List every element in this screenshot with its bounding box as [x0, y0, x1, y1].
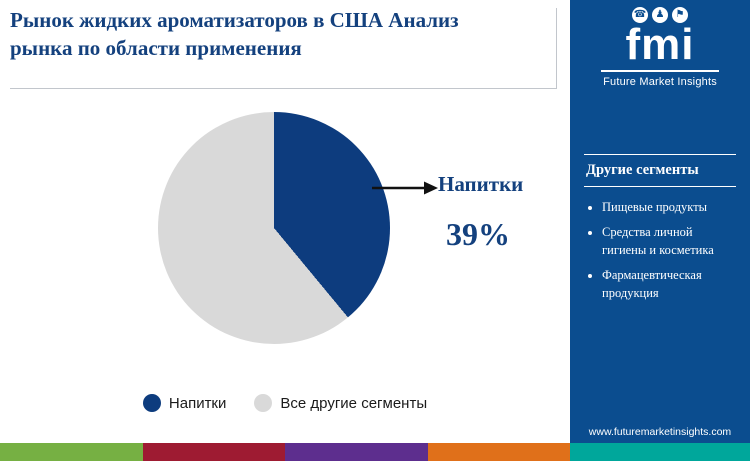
sidebar: ☎ ♟ ⚑ fmi Future Market Insights Другие … [570, 0, 750, 443]
logo-person-icon: ♟ [652, 7, 668, 23]
legend-label: Напитки [168, 394, 227, 412]
logo-phone-icon: ☎ [632, 7, 648, 23]
footer-accent-segment [0, 443, 143, 461]
page-title: Рынок жидких ароматизаторов в США Анализ… [10, 8, 459, 61]
legend-label: Все другие сегменты [280, 394, 428, 412]
other-segments-list: Пищевые продукты Средства личной гигиены… [584, 199, 736, 303]
list-item: Пищевые продукты [602, 199, 736, 217]
title-side-divider [556, 8, 557, 88]
footer-teal-strip [570, 443, 750, 461]
legend-dot-beverages [142, 394, 161, 412]
website-url: www.futuremarketinsights.com [588, 426, 732, 438]
footer-accent-strip [0, 443, 570, 461]
logo-subtitle: Future Market Insights [603, 75, 717, 88]
footer-accent-segment [142, 443, 285, 461]
section-top-divider [584, 153, 736, 155]
legend-item-beverages: Напитки [142, 394, 227, 412]
fmi-logo: ☎ ♟ ⚑ fmi Future Market Insights [570, 0, 750, 88]
logo-icons-row: ☎ ♟ ⚑ [570, 6, 750, 24]
callout-label: Напитки [438, 172, 524, 196]
footer-accent-segment [427, 443, 570, 461]
footer-accent-segment [285, 443, 428, 461]
logo-wordmark: fmi [625, 20, 695, 69]
pie-chart [158, 112, 390, 344]
section-title: Другие сегменты [586, 161, 699, 178]
logo-cart-icon: ⚑ [672, 7, 688, 23]
logo-divider [601, 69, 719, 72]
chart-legend: Напитки Все другие сегменты [0, 394, 570, 412]
title-underline-divider [10, 88, 557, 89]
list-item: Фармацевтическая продукция [602, 267, 736, 302]
list-item: Средства личной гигиены и косметика [602, 224, 736, 259]
other-segments-section: Другие сегменты Пищевые продукты Средств… [570, 153, 750, 303]
callout-arrow-icon [372, 181, 438, 195]
callout-value: 39% [446, 216, 510, 252]
legend-item-other-segments: Все другие сегменты [254, 394, 427, 412]
section-bottom-divider [584, 185, 736, 187]
legend-dot-other-segments [254, 394, 273, 412]
